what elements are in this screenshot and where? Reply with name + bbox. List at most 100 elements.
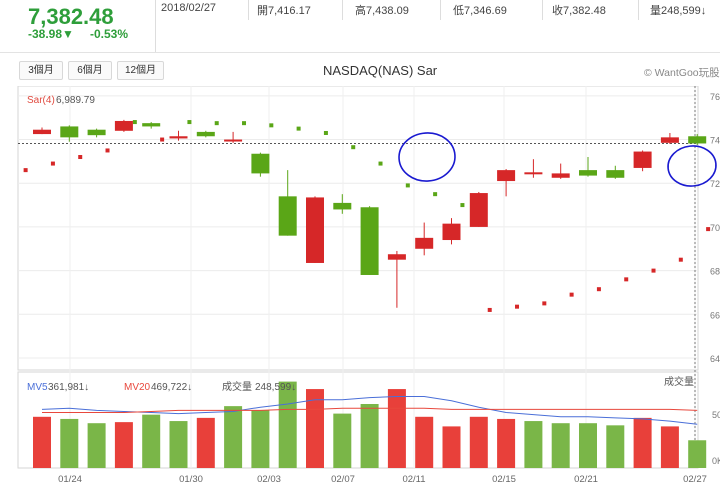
candle-body — [551, 173, 570, 178]
candle-body — [142, 123, 161, 127]
sar-label: Sar(4) — [27, 95, 55, 106]
sar-point — [214, 121, 219, 126]
y-tick-label: 64 — [710, 354, 720, 364]
quote-date: 2018/02/27 — [161, 2, 217, 14]
volume-bar — [469, 416, 488, 468]
mv5-line — [41, 396, 698, 425]
candle — [306, 196, 324, 263]
candle — [606, 165, 625, 179]
vol-value: 248,599↓ — [255, 382, 296, 393]
sar-point — [187, 120, 192, 125]
sar-point — [296, 126, 301, 131]
candle-body — [360, 207, 379, 275]
candle-body — [196, 131, 215, 137]
volume-bar — [87, 423, 106, 468]
sar-point — [569, 292, 574, 297]
candle-series — [33, 119, 707, 308]
candle — [33, 127, 51, 135]
y-tick-label: 68 — [710, 267, 720, 277]
sar-series — [23, 120, 711, 312]
quote-header: 7,382.48 -38.98▼ -0.53% 2018/02/27 開7,41… — [0, 0, 720, 52]
candle-body — [497, 170, 516, 182]
candle-body — [114, 120, 133, 131]
sar-point — [105, 148, 110, 153]
candle — [169, 130, 188, 141]
x-tick-label: 01/24 — [58, 474, 82, 485]
candle — [633, 150, 652, 172]
candle-body — [579, 170, 597, 176]
volume-bar — [442, 426, 461, 468]
volume-bar — [33, 416, 51, 468]
volume-bar — [633, 417, 652, 468]
sar-point — [242, 121, 247, 126]
volume-panel-frame — [17, 371, 699, 469]
y-tick-label: 72 — [710, 179, 720, 189]
brand-watermark: © WantGoo玩股 — [644, 67, 720, 79]
candle — [469, 191, 488, 227]
candle — [360, 206, 379, 275]
price-box: 7,382.48 -38.98▼ -0.53% — [0, 0, 156, 52]
x-tick-label: 02/07 — [331, 474, 355, 485]
mv20-line — [42, 407, 698, 414]
mv20-label: MV20 — [124, 382, 151, 393]
volume-bar — [387, 389, 406, 468]
sar-point — [515, 304, 520, 309]
axis-labels: 76 74 72 70 68 66 64 01/24 01/30 02/03 02/07 02/11 0… — [58, 92, 720, 485]
candle — [524, 159, 543, 178]
sar-point — [624, 277, 629, 282]
candle — [224, 131, 243, 143]
sar-point — [596, 287, 601, 292]
mv5-value: 361,981↓ — [48, 382, 89, 393]
volume-stat: 量248,599↓ — [650, 5, 707, 17]
sar-point — [23, 168, 28, 173]
sar-point — [323, 130, 328, 135]
mv20-value: 469,722↓ — [151, 382, 192, 393]
x-tick-label: 01/30 — [179, 474, 203, 485]
price-change: -38.98▼ — [28, 27, 74, 41]
candle — [551, 163, 570, 179]
candle-body — [306, 197, 324, 263]
candle — [497, 169, 516, 197]
volume-bar — [660, 426, 679, 468]
candle-body — [333, 202, 352, 210]
candle-body — [33, 129, 51, 135]
x-tick-label: 02/11 — [402, 474, 425, 485]
moving-average-series — [41, 396, 698, 425]
candle-body — [524, 172, 543, 175]
price-panel-frame — [17, 86, 699, 371]
volume-bar — [196, 417, 215, 468]
volume-bar — [606, 425, 625, 468]
candle-body — [169, 136, 188, 139]
sar-point — [405, 183, 410, 188]
volume-bar — [333, 413, 352, 468]
y-tick-label: 74 — [710, 136, 720, 146]
candle — [442, 218, 461, 245]
candle — [114, 119, 133, 132]
sar-point — [678, 257, 683, 262]
range-3m-button[interactable]: 3個月 — [19, 61, 63, 80]
sar-point — [433, 192, 438, 197]
range-12m-button[interactable]: 12個月 — [117, 61, 164, 80]
sar-point — [132, 120, 137, 125]
sar-point — [378, 161, 383, 166]
candle — [278, 170, 297, 236]
price-change-pct: -0.53% — [90, 27, 129, 41]
candle-body — [87, 129, 106, 136]
volume-panel-title: 成交量 — [664, 375, 694, 388]
low-price: 低7,346.69 — [453, 5, 507, 17]
volume-bar — [60, 418, 79, 468]
annotation-circle-last — [667, 145, 717, 187]
volume-bar — [524, 421, 543, 468]
x-tick-label: 02/15 — [492, 474, 516, 485]
candle-body — [469, 193, 488, 227]
volume-bar — [551, 423, 570, 468]
candle-body — [606, 170, 625, 178]
chart-title: NASDAQ(NAS) Sar — [323, 63, 438, 78]
candle — [688, 134, 707, 145]
candle — [196, 130, 215, 138]
sar-point — [269, 123, 274, 128]
x-tick-label: 02/27 — [683, 474, 707, 485]
volume-bar — [497, 418, 516, 468]
range-6m-button[interactable]: 6個月 — [68, 61, 112, 80]
volume-bar — [114, 422, 133, 468]
